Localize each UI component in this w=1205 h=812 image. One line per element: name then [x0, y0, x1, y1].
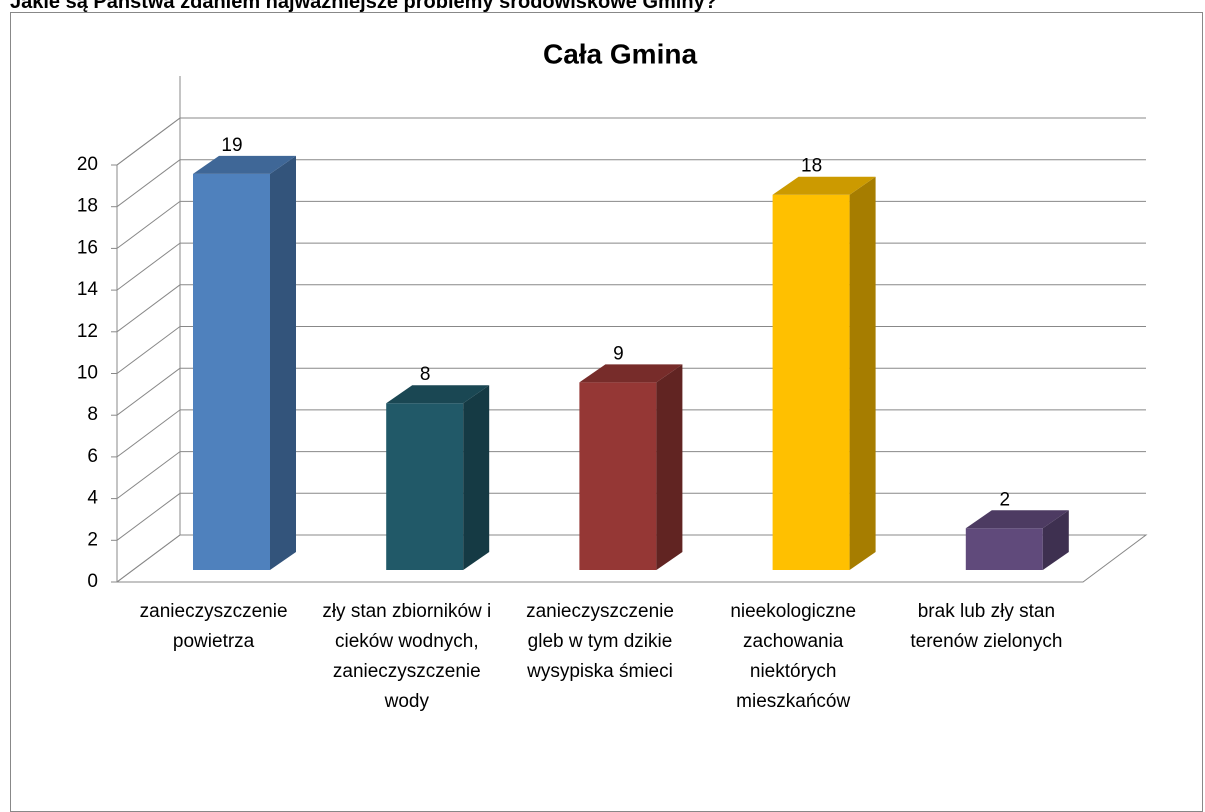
bar-face [849, 176, 876, 570]
bar-face [772, 176, 876, 195]
grid-line [116, 200, 181, 249]
y-tick-label: 14 [77, 279, 99, 300]
y-tick-label: 6 [87, 446, 98, 467]
value-label: 8 [420, 364, 431, 385]
bar-face [463, 385, 490, 570]
heading: Jakie są Państwa zdaniem najważniejsze p… [10, 0, 717, 13]
grid-line [116, 451, 181, 500]
y-tick-label: 4 [87, 488, 98, 509]
grid-line [116, 326, 181, 374]
y-tick-label: 2 [87, 529, 98, 550]
x-tick-label: zanieczyszczenie powietrza [139, 601, 288, 652]
bar [772, 176, 876, 570]
y-tick-label: 8 [87, 404, 98, 425]
x-tick-label: zły stan zbiorników i cieków wodnych, za… [322, 601, 492, 712]
bar-face [270, 155, 296, 570]
value-label: 9 [613, 343, 624, 364]
value-label: 2 [1000, 489, 1011, 510]
grid-line [116, 534, 181, 583]
value-label: 19 [221, 135, 242, 156]
bar-face [193, 155, 296, 174]
bar [193, 155, 296, 570]
bar-face [656, 364, 683, 570]
bar-face [1042, 510, 1069, 570]
bar [579, 364, 683, 570]
grid-line [116, 492, 181, 541]
bar [965, 510, 1069, 570]
y-tick-label: 20 [77, 154, 98, 175]
bar-face [579, 364, 683, 383]
x-tick-label: zanieczyszczenie gleb w tym dzikie wysyp… [526, 601, 674, 682]
bar-face [579, 382, 657, 570]
y-tick-label: 0 [87, 571, 98, 592]
grid-line [116, 159, 181, 208]
bar-face [386, 403, 464, 570]
grid-line [116, 409, 181, 458]
grid-line [116, 284, 181, 333]
x-tick-label: nieekologiczne zachowania niektórych mie… [730, 601, 857, 712]
bar-face [965, 528, 1043, 570]
bar-face [193, 173, 270, 570]
y-tick-label: 16 [77, 237, 98, 258]
grid-line [116, 367, 181, 416]
y-tick-label: 12 [77, 321, 98, 342]
y-tick-label: 18 [77, 196, 98, 217]
x-tick-label: brak lub zły stan terenów zielonych [910, 601, 1063, 652]
value-label: 18 [801, 156, 822, 177]
chart-title: Cała Gmina [543, 38, 697, 69]
bar-face [965, 510, 1069, 529]
bar-face [386, 385, 490, 404]
grid-line [116, 242, 181, 291]
grid-line [116, 117, 181, 166]
bar [386, 385, 490, 570]
y-tick-label: 10 [77, 363, 98, 384]
bar-face [772, 194, 850, 570]
